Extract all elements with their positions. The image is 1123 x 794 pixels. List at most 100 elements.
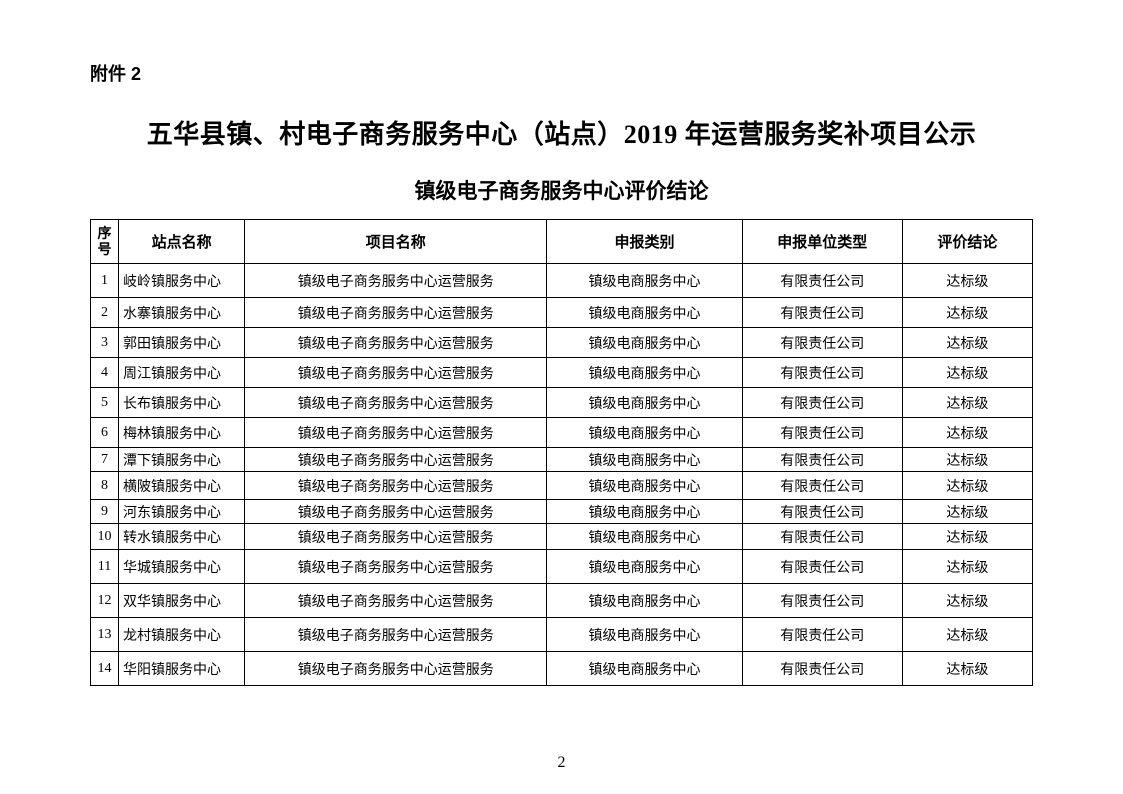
cell-category: 镇级电商服务中心: [547, 472, 742, 500]
cell-index: 13: [91, 618, 119, 652]
cell-project: 镇级电子商务服务中心运营服务: [245, 418, 547, 448]
cell-index: 5: [91, 388, 119, 418]
cell-result: 达标级: [902, 418, 1032, 448]
cell-unit-type: 有限责任公司: [742, 264, 902, 298]
table-row: 9河东镇服务中心镇级电子商务服务中心运营服务镇级电商服务中心有限责任公司达标级: [91, 500, 1033, 524]
th-unit-type: 申报单位类型: [742, 220, 902, 264]
cell-project: 镇级电子商务服务中心运营服务: [245, 298, 547, 328]
cell-unit-type: 有限责任公司: [742, 418, 902, 448]
th-result: 评价结论: [902, 220, 1032, 264]
cell-result: 达标级: [902, 472, 1032, 500]
cell-category: 镇级电商服务中心: [547, 448, 742, 472]
cell-category: 镇级电商服务中心: [547, 328, 742, 358]
cell-category: 镇级电商服务中心: [547, 358, 742, 388]
cell-index: 1: [91, 264, 119, 298]
cell-result: 达标级: [902, 388, 1032, 418]
table-row: 7潭下镇服务中心镇级电子商务服务中心运营服务镇级电商服务中心有限责任公司达标级: [91, 448, 1033, 472]
cell-index: 14: [91, 652, 119, 686]
cell-project: 镇级电子商务服务中心运营服务: [245, 652, 547, 686]
cell-category: 镇级电商服务中心: [547, 298, 742, 328]
cell-result: 达标级: [902, 524, 1032, 550]
th-project: 项目名称: [245, 220, 547, 264]
cell-category: 镇级电商服务中心: [547, 418, 742, 448]
table-row: 3郭田镇服务中心镇级电子商务服务中心运营服务镇级电商服务中心有限责任公司达标级: [91, 328, 1033, 358]
cell-unit-type: 有限责任公司: [742, 524, 902, 550]
cell-project: 镇级电子商务服务中心运营服务: [245, 550, 547, 584]
document-page: 附件 2 五华县镇、村电子商务服务中心（站点）2019 年运营服务奖补项目公示 …: [0, 0, 1123, 794]
cell-index: 10: [91, 524, 119, 550]
table-header-row: 序号 站点名称 项目名称 申报类别 申报单位类型 评价结论: [91, 220, 1033, 264]
th-category: 申报类别: [547, 220, 742, 264]
cell-project: 镇级电子商务服务中心运营服务: [245, 584, 547, 618]
cell-result: 达标级: [902, 584, 1032, 618]
main-title: 五华县镇、村电子商务服务中心（站点）2019 年运营服务奖补项目公示: [90, 114, 1033, 151]
table-row: 6梅林镇服务中心镇级电子商务服务中心运营服务镇级电商服务中心有限责任公司达标级: [91, 418, 1033, 448]
cell-site-name: 龙村镇服务中心: [119, 618, 245, 652]
cell-site-name: 横陂镇服务中心: [119, 472, 245, 500]
cell-category: 镇级电商服务中心: [547, 584, 742, 618]
sub-title: 镇级电子商务服务中心评价结论: [90, 175, 1033, 205]
table-row: 8横陂镇服务中心镇级电子商务服务中心运营服务镇级电商服务中心有限责任公司达标级: [91, 472, 1033, 500]
cell-index: 2: [91, 298, 119, 328]
cell-unit-type: 有限责任公司: [742, 618, 902, 652]
cell-category: 镇级电商服务中心: [547, 500, 742, 524]
cell-site-name: 梅林镇服务中心: [119, 418, 245, 448]
cell-category: 镇级电商服务中心: [547, 524, 742, 550]
table-row: 13龙村镇服务中心镇级电子商务服务中心运营服务镇级电商服务中心有限责任公司达标级: [91, 618, 1033, 652]
cell-unit-type: 有限责任公司: [742, 500, 902, 524]
cell-site-name: 长布镇服务中心: [119, 388, 245, 418]
cell-project: 镇级电子商务服务中心运营服务: [245, 500, 547, 524]
cell-project: 镇级电子商务服务中心运营服务: [245, 328, 547, 358]
cell-result: 达标级: [902, 328, 1032, 358]
cell-category: 镇级电商服务中心: [547, 618, 742, 652]
cell-unit-type: 有限责任公司: [742, 328, 902, 358]
cell-unit-type: 有限责任公司: [742, 358, 902, 388]
cell-category: 镇级电商服务中心: [547, 264, 742, 298]
cell-index: 11: [91, 550, 119, 584]
cell-index: 8: [91, 472, 119, 500]
cell-project: 镇级电子商务服务中心运营服务: [245, 618, 547, 652]
cell-result: 达标级: [902, 298, 1032, 328]
attachment-label: 附件 2: [90, 60, 1033, 86]
cell-site-name: 华城镇服务中心: [119, 550, 245, 584]
cell-index: 9: [91, 500, 119, 524]
cell-unit-type: 有限责任公司: [742, 550, 902, 584]
cell-project: 镇级电子商务服务中心运营服务: [245, 472, 547, 500]
cell-result: 达标级: [902, 618, 1032, 652]
cell-result: 达标级: [902, 358, 1032, 388]
table-row: 12双华镇服务中心镇级电子商务服务中心运营服务镇级电商服务中心有限责任公司达标级: [91, 584, 1033, 618]
cell-site-name: 水寨镇服务中心: [119, 298, 245, 328]
cell-site-name: 岐岭镇服务中心: [119, 264, 245, 298]
table-row: 5长布镇服务中心镇级电子商务服务中心运营服务镇级电商服务中心有限责任公司达标级: [91, 388, 1033, 418]
cell-index: 3: [91, 328, 119, 358]
cell-project: 镇级电子商务服务中心运营服务: [245, 524, 547, 550]
cell-site-name: 河东镇服务中心: [119, 500, 245, 524]
cell-result: 达标级: [902, 264, 1032, 298]
evaluation-table: 序号 站点名称 项目名称 申报类别 申报单位类型 评价结论 1岐岭镇服务中心镇级…: [90, 219, 1033, 686]
cell-result: 达标级: [902, 550, 1032, 584]
th-site-name: 站点名称: [119, 220, 245, 264]
cell-unit-type: 有限责任公司: [742, 652, 902, 686]
cell-site-name: 郭田镇服务中心: [119, 328, 245, 358]
cell-index: 4: [91, 358, 119, 388]
table-row: 10转水镇服务中心镇级电子商务服务中心运营服务镇级电商服务中心有限责任公司达标级: [91, 524, 1033, 550]
cell-unit-type: 有限责任公司: [742, 298, 902, 328]
cell-category: 镇级电商服务中心: [547, 652, 742, 686]
table-row: 11华城镇服务中心镇级电子商务服务中心运营服务镇级电商服务中心有限责任公司达标级: [91, 550, 1033, 584]
cell-category: 镇级电商服务中心: [547, 550, 742, 584]
table-row: 14华阳镇服务中心镇级电子商务服务中心运营服务镇级电商服务中心有限责任公司达标级: [91, 652, 1033, 686]
cell-index: 6: [91, 418, 119, 448]
cell-project: 镇级电子商务服务中心运营服务: [245, 448, 547, 472]
table-row: 2水寨镇服务中心镇级电子商务服务中心运营服务镇级电商服务中心有限责任公司达标级: [91, 298, 1033, 328]
table-head: 序号 站点名称 项目名称 申报类别 申报单位类型 评价结论: [91, 220, 1033, 264]
page-number: 2: [0, 754, 1123, 772]
cell-result: 达标级: [902, 500, 1032, 524]
cell-project: 镇级电子商务服务中心运营服务: [245, 358, 547, 388]
cell-index: 7: [91, 448, 119, 472]
cell-unit-type: 有限责任公司: [742, 448, 902, 472]
cell-result: 达标级: [902, 652, 1032, 686]
cell-index: 12: [91, 584, 119, 618]
cell-unit-type: 有限责任公司: [742, 584, 902, 618]
cell-site-name: 双华镇服务中心: [119, 584, 245, 618]
cell-site-name: 周江镇服务中心: [119, 358, 245, 388]
